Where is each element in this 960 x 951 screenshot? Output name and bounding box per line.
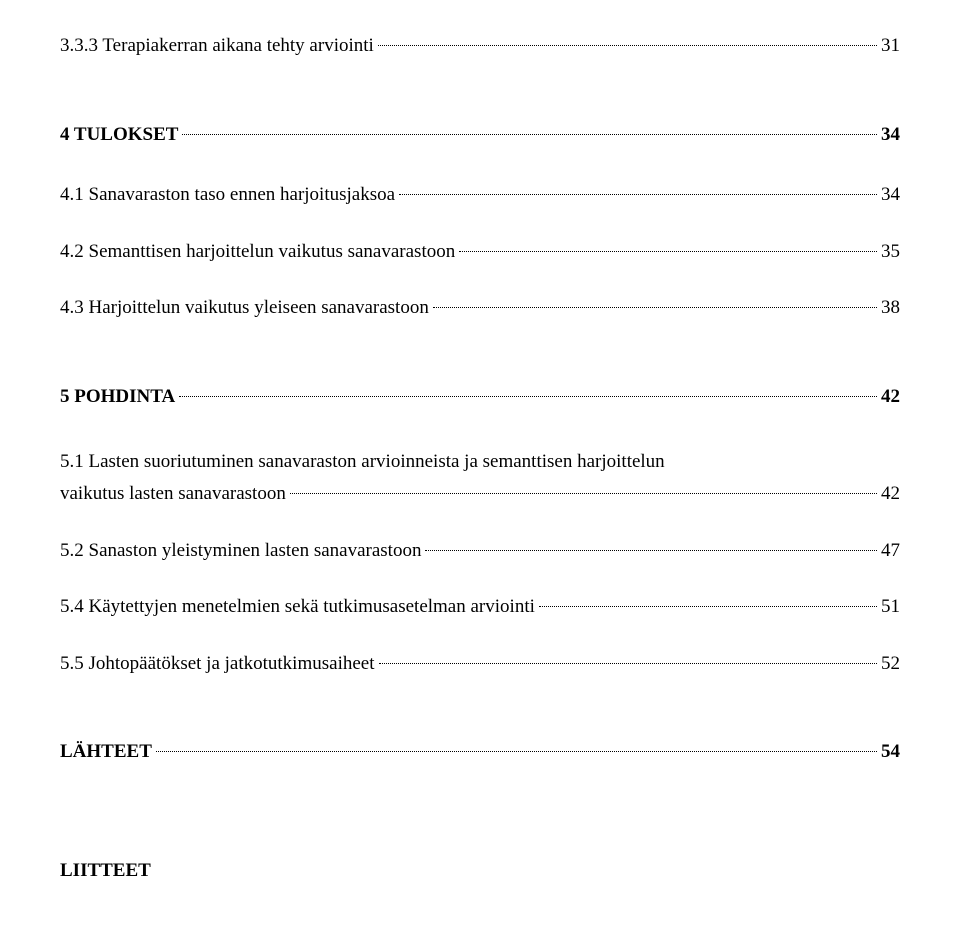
toc-entry: 4 TULOKSET 34 xyxy=(60,121,900,150)
toc-entry-page: 54 xyxy=(881,738,900,767)
toc-leader-dots xyxy=(399,194,877,195)
toc-entry: 5 POHDINTA 42 xyxy=(60,383,900,412)
toc-leader-dots xyxy=(433,307,877,308)
toc-leader-dots xyxy=(156,751,877,752)
toc-entry: 5.5 Johtopäätökset ja jatkotutkimusaihee… xyxy=(60,650,900,679)
toc-leader-dots xyxy=(459,251,877,252)
toc-entry: 5.2 Sanaston yleistyminen lasten sanavar… xyxy=(60,537,900,566)
toc-container: 3.3.3 Terapiakerran aikana tehty arvioin… xyxy=(60,32,900,885)
toc-entry-page: 42 xyxy=(881,480,900,509)
toc-leader-dots xyxy=(179,396,877,397)
toc-entry-last-line: vaikutus lasten sanavarastoon 42 xyxy=(60,480,900,509)
toc-entry: 4.1 Sanavaraston taso ennen harjoitusjak… xyxy=(60,181,900,210)
toc-entry-page: 38 xyxy=(881,294,900,323)
toc-entry-text: 5.2 Sanaston yleistyminen lasten sanavar… xyxy=(60,537,421,566)
toc-entry: 4.2 Semanttisen harjoittelun vaikutus sa… xyxy=(60,238,900,267)
gap xyxy=(60,706,900,738)
toc-entry-text: 5.4 Käytettyjen menetelmien sekä tutkimu… xyxy=(60,593,535,622)
toc-entry-page: 34 xyxy=(881,121,900,150)
toc-entry-text: 5.5 Johtopäätökset ja jatkotutkimusaihee… xyxy=(60,650,375,679)
toc-entry-text-line2: vaikutus lasten sanavarastoon xyxy=(60,480,286,509)
toc-entry-text: LIITTEET xyxy=(60,857,151,886)
toc-entry-text: 4 TULOKSET xyxy=(60,121,178,150)
toc-entry-text-line1: 5.1 Lasten suoriutuminen sanavaraston ar… xyxy=(60,443,900,480)
toc-entry-page: 31 xyxy=(881,32,900,61)
toc-leader-dots xyxy=(539,606,877,607)
toc-entry-page: 35 xyxy=(881,238,900,267)
toc-entry-text: 4.1 Sanavaraston taso ennen harjoitusjak… xyxy=(60,181,395,210)
toc-entry-text: 3.3.3 Terapiakerran aikana tehty arvioin… xyxy=(60,32,374,61)
toc-entry-page: 34 xyxy=(881,181,900,210)
toc-leader-dots xyxy=(378,45,877,46)
toc-entry-page: 52 xyxy=(881,650,900,679)
toc-leader-dots xyxy=(425,550,877,551)
toc-leader-dots xyxy=(290,493,877,494)
gap xyxy=(60,89,900,121)
toc-entry-text: 4.3 Harjoittelun vaikutus yleiseen sanav… xyxy=(60,294,429,323)
gap xyxy=(60,795,900,857)
toc-entry-text: 5 POHDINTA xyxy=(60,383,175,412)
gap xyxy=(60,351,900,383)
toc-entry: 4.3 Harjoittelun vaikutus yleiseen sanav… xyxy=(60,294,900,323)
toc-leader-dots xyxy=(182,134,877,135)
toc-entry: LIITTEET xyxy=(60,857,900,886)
toc-entry: 5.1 Lasten suoriutuminen sanavaraston ar… xyxy=(60,443,900,509)
toc-entry: 3.3.3 Terapiakerran aikana tehty arvioin… xyxy=(60,32,900,61)
toc-entry: LÄHTEET 54 xyxy=(60,738,900,767)
toc-entry-page: 51 xyxy=(881,593,900,622)
toc-entry-page: 42 xyxy=(881,383,900,412)
toc-entry: 5.4 Käytettyjen menetelmien sekä tutkimu… xyxy=(60,593,900,622)
toc-leader-dots xyxy=(379,663,878,664)
toc-entry-text: LÄHTEET xyxy=(60,738,152,767)
toc-entry-text: 4.2 Semanttisen harjoittelun vaikutus sa… xyxy=(60,238,455,267)
toc-entry-page: 47 xyxy=(881,537,900,566)
